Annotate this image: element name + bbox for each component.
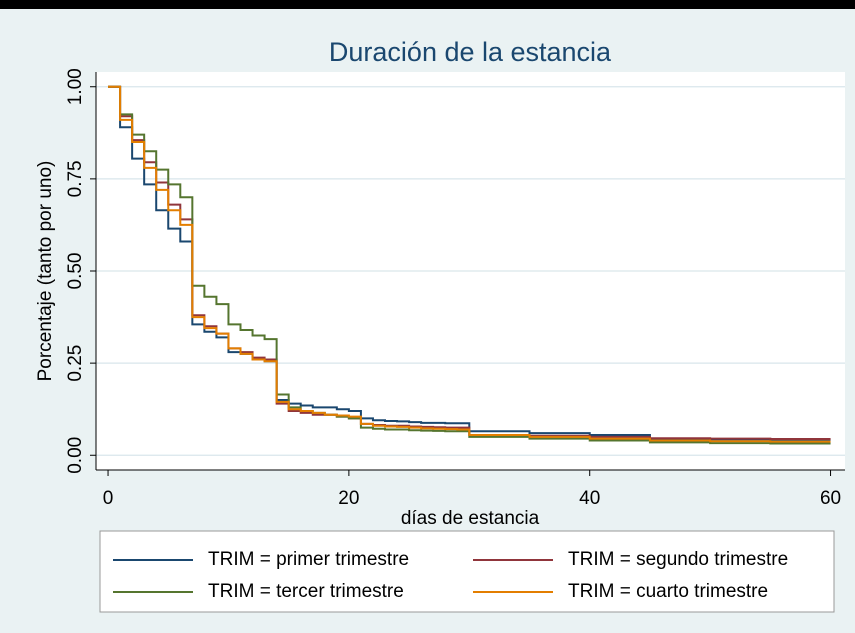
- y-tick-label: 0.50: [65, 253, 86, 290]
- x-axis-label: días de estancia: [401, 508, 540, 529]
- y-tick-label: 0.00: [65, 437, 86, 474]
- top-bar: [0, 0, 855, 9]
- chart-title: Duración de la estancia: [329, 37, 612, 67]
- x-tick-label: 40: [579, 488, 600, 509]
- series-line: [108, 85, 831, 443]
- y-tick-label: 1.00: [65, 68, 86, 105]
- y-tick-label: 0.75: [65, 160, 86, 197]
- legend-label: TRIM = primer trimestre: [208, 549, 409, 570]
- legend-label: TRIM = tercer trimestre: [208, 581, 404, 602]
- x-tick-label: 20: [338, 488, 359, 509]
- y-tick-label: 0.25: [65, 345, 86, 382]
- x-tick-label: 60: [820, 488, 841, 509]
- legend-label: TRIM = cuarto trimestre: [568, 581, 768, 602]
- legend-box: [99, 530, 835, 613]
- x-tick-label: 0: [103, 488, 114, 509]
- legend-label: TRIM = segundo trimestre: [568, 549, 788, 570]
- y-axis-label: Porcentaje (tanto por uno): [35, 161, 56, 382]
